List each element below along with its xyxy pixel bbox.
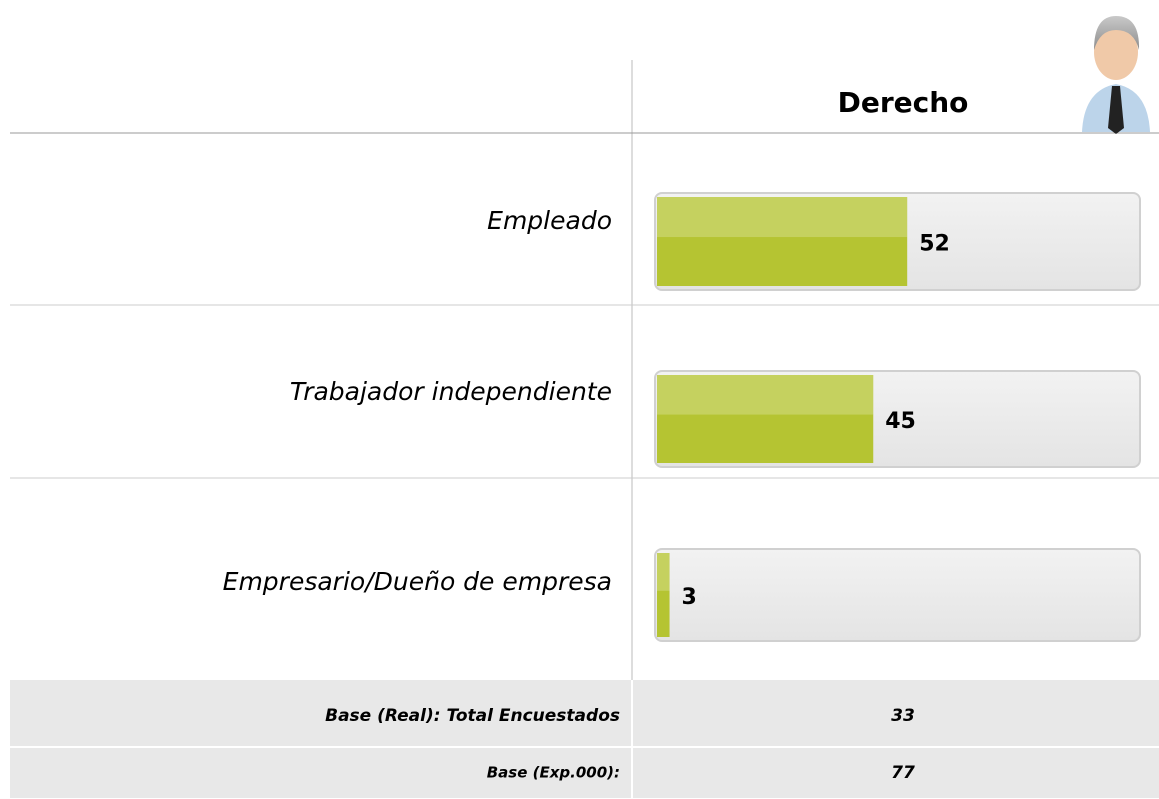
category-label: Empresario/Dueño de empresa — [223, 567, 612, 596]
base-value: 33 — [891, 706, 915, 726]
base-label: Base (Real): Total Encuestados — [325, 706, 620, 726]
value-label: 52 — [919, 232, 950, 257]
bar-track — [655, 549, 1140, 641]
category-label: Trabajador independiente — [290, 377, 612, 406]
person-icon — [1082, 16, 1150, 134]
bar-highlight — [657, 375, 873, 415]
value-label: 3 — [682, 585, 697, 610]
chart: Derecho Empleado 52 Trabajador independien… — [0, 0, 1159, 799]
value-label: 45 — [885, 409, 916, 434]
column-title: Derecho — [838, 86, 969, 119]
base-value: 77 — [891, 763, 915, 783]
category-label: Empleado — [487, 206, 612, 235]
bar-highlight — [657, 553, 670, 591]
base-label: Base (Exp.000): — [487, 764, 620, 782]
bar-highlight — [657, 197, 907, 237]
